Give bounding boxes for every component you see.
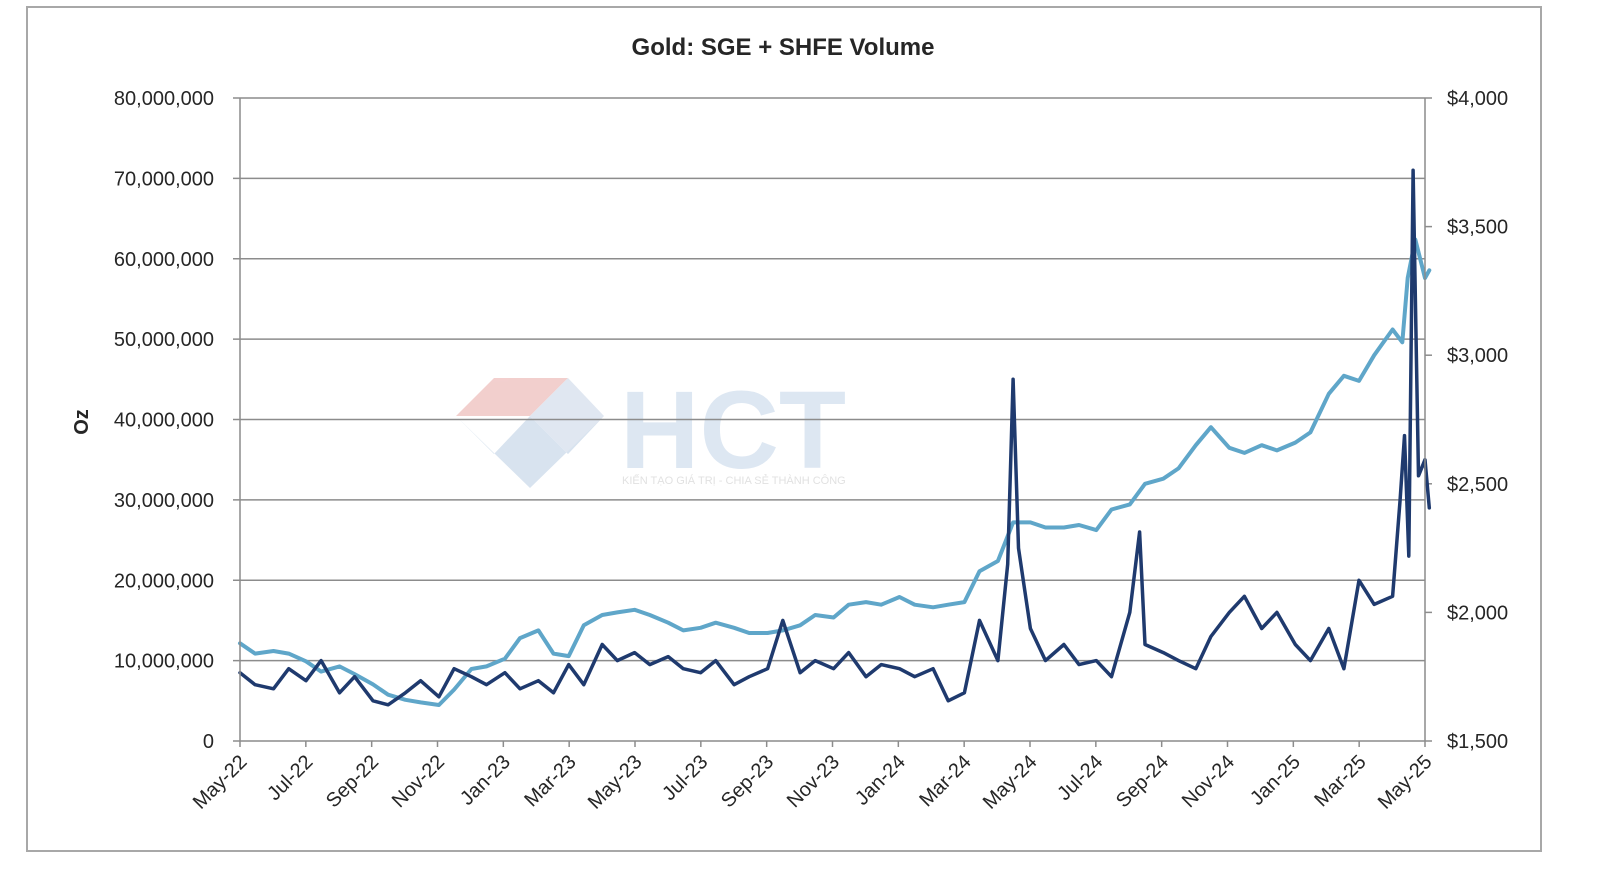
hct-watermark: HCT KIẾN TẠO GIÁ TRỊ - CHIA SẺ THÀNH CÔN… xyxy=(456,369,846,492)
y-axis-label: Oz xyxy=(71,409,93,435)
right-tick-label: $4,000 xyxy=(1447,88,1508,110)
gridlines xyxy=(233,97,1432,747)
x-tick-label: Jul-22 xyxy=(263,751,317,805)
x-tick-label: Jul-24 xyxy=(1053,751,1107,805)
x-tick-label: Jan-23 xyxy=(456,751,515,810)
chart-title: Gold: SGE + SHFE Volume xyxy=(632,34,935,61)
left-tick-label: 30,000,000 xyxy=(114,490,214,512)
left-tick-label: 20,000,000 xyxy=(114,570,214,592)
right-tick-label: $2,000 xyxy=(1447,602,1508,624)
x-tick-label: Mar-23 xyxy=(520,751,580,811)
x-tick-label: Sep-24 xyxy=(1112,751,1173,812)
left-tick-label: 70,000,000 xyxy=(114,168,214,190)
x-tick-label: Jan-25 xyxy=(1246,751,1305,810)
series-layer xyxy=(238,168,1432,707)
watermark-logo-bottom xyxy=(456,416,604,488)
left-tick-label: 10,000,000 xyxy=(114,651,214,673)
x-tick-label: Mar-24 xyxy=(915,751,975,811)
watermark-brand: HCT xyxy=(620,369,846,492)
chart-frame: Gold: SGE + SHFE Volume Oz HCT KIẾN TẠO … xyxy=(26,6,1542,852)
left-tick-label: 60,000,000 xyxy=(114,249,214,271)
x-tick-label: Nov-22 xyxy=(388,751,449,812)
right-tick-label: $2,500 xyxy=(1447,474,1508,496)
x-tick-label: Nov-23 xyxy=(783,751,844,812)
x-tick-label: Sep-23 xyxy=(717,751,778,812)
watermark-tagline: KIẾN TẠO GIÁ TRỊ - CHIA SẺ THÀNH CÔNG xyxy=(622,474,846,487)
right-axis-ticks: $1,500 $2,000 $2,500 $3,000 $3,500 $4,000 xyxy=(1447,88,1508,753)
right-tick-label: $3,500 xyxy=(1447,217,1508,239)
x-tick-label: Sep-22 xyxy=(322,751,383,812)
left-tick-label: 50,000,000 xyxy=(114,329,214,351)
left-tick-label: 0 xyxy=(203,731,214,753)
x-tick-label: May-24 xyxy=(979,751,1042,814)
x-tick-label: Mar-25 xyxy=(1310,751,1370,811)
chart-svg: Gold: SGE + SHFE Volume Oz HCT KIẾN TẠO … xyxy=(71,34,1508,814)
x-tick-label: May-25 xyxy=(1374,751,1437,814)
left-axis-ticks: 0 10,000,000 20,000,000 30,000,000 40,000,00… xyxy=(114,88,214,753)
left-tick-label: 80,000,000 xyxy=(114,88,214,110)
x-tick-label: May-22 xyxy=(189,751,252,814)
price-series-line xyxy=(238,237,1432,707)
x-tick-label: Nov-24 xyxy=(1178,751,1239,812)
x-tick-label: Jul-23 xyxy=(658,751,712,805)
right-tick-label: $3,000 xyxy=(1447,345,1508,367)
watermark-logo-left-top xyxy=(456,378,568,416)
volume-series-line xyxy=(238,168,1432,707)
axes xyxy=(239,98,1426,742)
x-tick-label: May-23 xyxy=(584,751,647,814)
x-tick-label: Jan-24 xyxy=(851,751,910,810)
x-axis-ticks: May-22 Jul-22 Sep-22 Nov-22 Jan-23 Mar-23 May-… xyxy=(189,751,1437,814)
left-tick-label: 40,000,000 xyxy=(114,410,214,432)
right-tick-label: $1,500 xyxy=(1447,731,1508,753)
